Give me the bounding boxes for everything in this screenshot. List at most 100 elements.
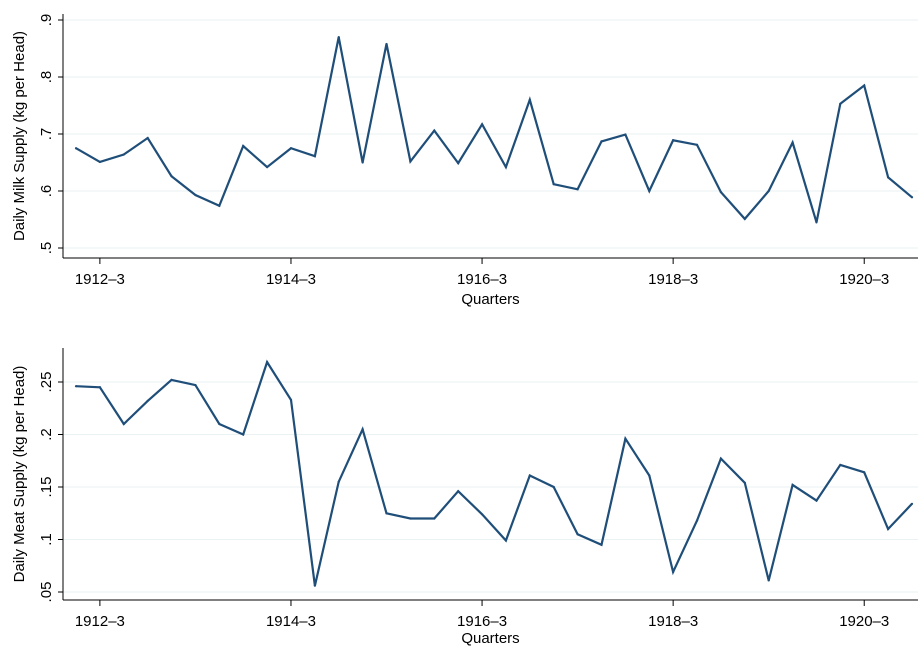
- data-point: [242, 433, 245, 436]
- data-point: [98, 160, 101, 164]
- x-tick-label: 1912–3: [75, 271, 125, 288]
- x-tick-label: 1920–3: [839, 271, 889, 288]
- data-point: [624, 437, 627, 440]
- data-point: [910, 196, 914, 199]
- data-point: [385, 512, 388, 515]
- data-point: [767, 189, 770, 193]
- data-point: [504, 165, 508, 169]
- data-point: [624, 133, 627, 136]
- data-point: [194, 193, 197, 197]
- y-tick-label: .1: [38, 533, 55, 546]
- data-point: [74, 385, 78, 388]
- data-point: [170, 378, 173, 381]
- meat-x-axis-label: Quarters: [461, 630, 519, 647]
- data-point: [695, 143, 699, 146]
- data-point: [265, 360, 269, 364]
- y-tick-label: .5: [38, 242, 55, 255]
- y-tick-label: .6: [38, 185, 55, 198]
- data-point: [409, 160, 412, 163]
- milk-y-ticks: .5 .6 .7 .8 .9: [38, 14, 63, 255]
- data-point: [695, 519, 699, 522]
- data-point: [839, 463, 842, 467]
- y-tick-label: .05: [38, 582, 55, 603]
- data-point: [385, 42, 388, 46]
- data-point: [289, 147, 293, 150]
- x-tick-label: 1918–3: [648, 613, 698, 630]
- data-point: [743, 217, 746, 221]
- data-point: [552, 485, 555, 489]
- data-point: [719, 457, 723, 460]
- data-point: [218, 422, 221, 426]
- data-point: [600, 543, 603, 546]
- data-point: [672, 570, 675, 574]
- meat-y-axis-label: Daily Meat Supply (kg per Head): [11, 366, 28, 583]
- data-point: [289, 398, 293, 401]
- data-point: [457, 161, 460, 165]
- data-point: [576, 533, 579, 536]
- y-tick-label: .7: [38, 128, 55, 141]
- x-tick-label: 1916–3: [457, 613, 507, 630]
- data-point: [839, 102, 842, 105]
- data-point: [337, 36, 340, 39]
- milk-gridlines: [63, 19, 918, 249]
- data-point: [146, 399, 149, 402]
- x-tick-label: 1920–3: [839, 613, 889, 630]
- y-tick-label: .15: [38, 477, 55, 498]
- data-point: [600, 140, 603, 143]
- data-point: [122, 422, 125, 426]
- meat-series-line: [75, 359, 913, 586]
- data-point: [433, 517, 436, 520]
- x-tick-label: 1918–3: [648, 271, 698, 288]
- data-point: [218, 204, 221, 207]
- x-tick-label: 1914–3: [266, 613, 316, 630]
- data-point: [409, 517, 412, 520]
- data-point: [528, 98, 531, 101]
- data-point: [361, 161, 364, 164]
- data-point: [576, 188, 579, 191]
- data-point: [337, 480, 340, 483]
- milk-supply-panel: .5 .6 .7 .8 .9 1912–3 1914–3 1916–3 1918–3 1920–…: [11, 14, 918, 308]
- data-point: [313, 155, 316, 158]
- meat-gridlines: [63, 381, 918, 593]
- data-point: [146, 136, 149, 140]
- data-point: [887, 527, 890, 531]
- data-point: [910, 502, 914, 505]
- data-point: [887, 176, 890, 179]
- data-point: [313, 584, 316, 587]
- data-point: [552, 183, 555, 186]
- data-point: [98, 386, 101, 389]
- data-point: [648, 189, 651, 193]
- data-point: [194, 384, 197, 387]
- data-point: [815, 499, 818, 502]
- data-point: [504, 539, 508, 542]
- data-point: [743, 481, 746, 484]
- data-point: [719, 191, 723, 194]
- data-point: [648, 474, 651, 477]
- y-tick-label: .2: [38, 428, 55, 441]
- data-point: [480, 123, 484, 126]
- milk-data-points: [74, 36, 914, 224]
- y-tick-label: .9: [38, 14, 55, 27]
- meat-y-ticks: .05 .1 .15 .2 .25: [38, 372, 63, 603]
- meat-data-points: [74, 360, 914, 587]
- data-point: [791, 483, 794, 486]
- milk-x-ticks: 1912–3 1914–3 1916–3 1918–3 1920–3: [75, 258, 889, 288]
- data-point: [863, 84, 866, 87]
- data-point: [122, 153, 125, 156]
- meat-x-ticks: 1912–3 1914–3 1916–3 1918–3 1920–3: [75, 600, 889, 630]
- data-point: [74, 147, 78, 150]
- data-point: [863, 471, 866, 474]
- data-point: [791, 141, 794, 144]
- data-point: [457, 490, 460, 493]
- y-tick-label: .25: [38, 372, 55, 393]
- milk-series-line: [75, 36, 913, 223]
- meat-supply-panel: .05.1.15.2.25 1912–3 1914–3 1916–3 1918–3 19…: [11, 348, 918, 647]
- data-point: [361, 428, 364, 431]
- data-point: [242, 144, 245, 148]
- data-point: [170, 175, 173, 178]
- x-tick-label: 1916–3: [457, 271, 507, 288]
- data-point: [672, 139, 675, 142]
- milk-x-axis-label: Quarters: [461, 291, 519, 308]
